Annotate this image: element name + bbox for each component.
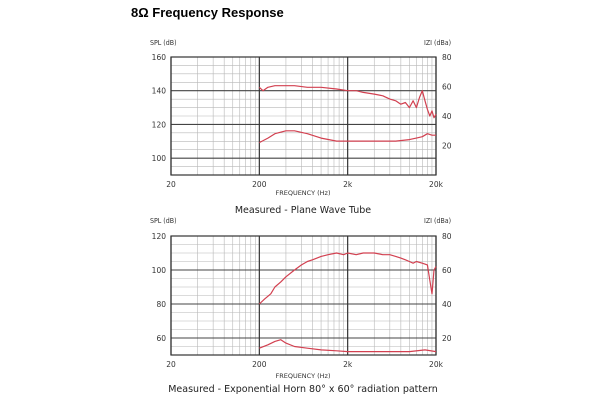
impedance-line xyxy=(259,339,437,353)
y-tick-label: 80 xyxy=(156,300,166,309)
plot-frame xyxy=(170,235,437,356)
chart-1-caption: Measured - Plane Wave Tube xyxy=(235,205,371,216)
y-tick-label: 160 xyxy=(152,53,167,62)
chart-1: SPL (dB) IZI (dBa) FREQUENCY (Hz) Measur… xyxy=(150,39,451,216)
y-tick-label: 120 xyxy=(152,232,167,241)
y-tick-label: 100 xyxy=(152,266,167,275)
x-tick-label: 200 xyxy=(252,180,267,189)
y-tick-label: 120 xyxy=(152,120,167,129)
spl-response-line xyxy=(258,85,437,119)
chart-2-plot: 60 80 100 120 20 40 60 80 20 200 2k 20k xyxy=(152,232,452,369)
x-tick-label: 20k xyxy=(429,180,444,189)
chart-2-left-axis-label: SPL (dB) xyxy=(150,217,177,225)
chart-1-right-axis-label: IZI (dBa) xyxy=(424,39,451,47)
y2-tick-label: 80 xyxy=(442,232,452,241)
chart-2-caption: Measured - Exponential Horn 80° x 60° ra… xyxy=(168,384,438,395)
x-tick-label: 200 xyxy=(252,360,267,369)
x-tick-label: 20 xyxy=(166,360,176,369)
chart-1-left-axis-label: SPL (dB) xyxy=(150,39,177,47)
y2-tick-label: 20 xyxy=(442,142,452,151)
x-tick-label: 20k xyxy=(429,360,444,369)
chart-2-x-axis-label: FREQUENCY (Hz) xyxy=(275,372,330,380)
y2-tick-label: 80 xyxy=(442,53,452,62)
chart-1-x-axis-label: FREQUENCY (Hz) xyxy=(275,189,330,197)
y2-tick-label: 40 xyxy=(442,112,452,121)
y2-tick-label: 20 xyxy=(442,334,452,343)
x-tick-label: 2k xyxy=(343,180,353,189)
chart-2-right-axis-label: IZI (dBa) xyxy=(424,217,451,225)
y2-tick-label: 40 xyxy=(442,300,452,309)
y-tick-label: 140 xyxy=(152,87,167,96)
plot-frame xyxy=(170,56,437,176)
y-tick-label: 100 xyxy=(152,154,167,163)
spl-response-line xyxy=(258,252,437,305)
chart-1-plot: 100 120 140 160 20 40 60 80 20 200 2k 20k xyxy=(152,53,452,189)
x-tick-label: 20 xyxy=(166,180,176,189)
y-tick-label: 60 xyxy=(156,334,166,343)
y2-tick-label: 60 xyxy=(442,83,452,92)
chart-2: SPL (dB) IZI (dBa) FREQUENCY (Hz) Measur… xyxy=(150,217,451,395)
page-title: 8Ω Frequency Response xyxy=(131,5,284,20)
x-tick-label: 2k xyxy=(343,360,353,369)
y2-tick-label: 60 xyxy=(442,266,452,275)
impedance-line xyxy=(259,130,436,144)
